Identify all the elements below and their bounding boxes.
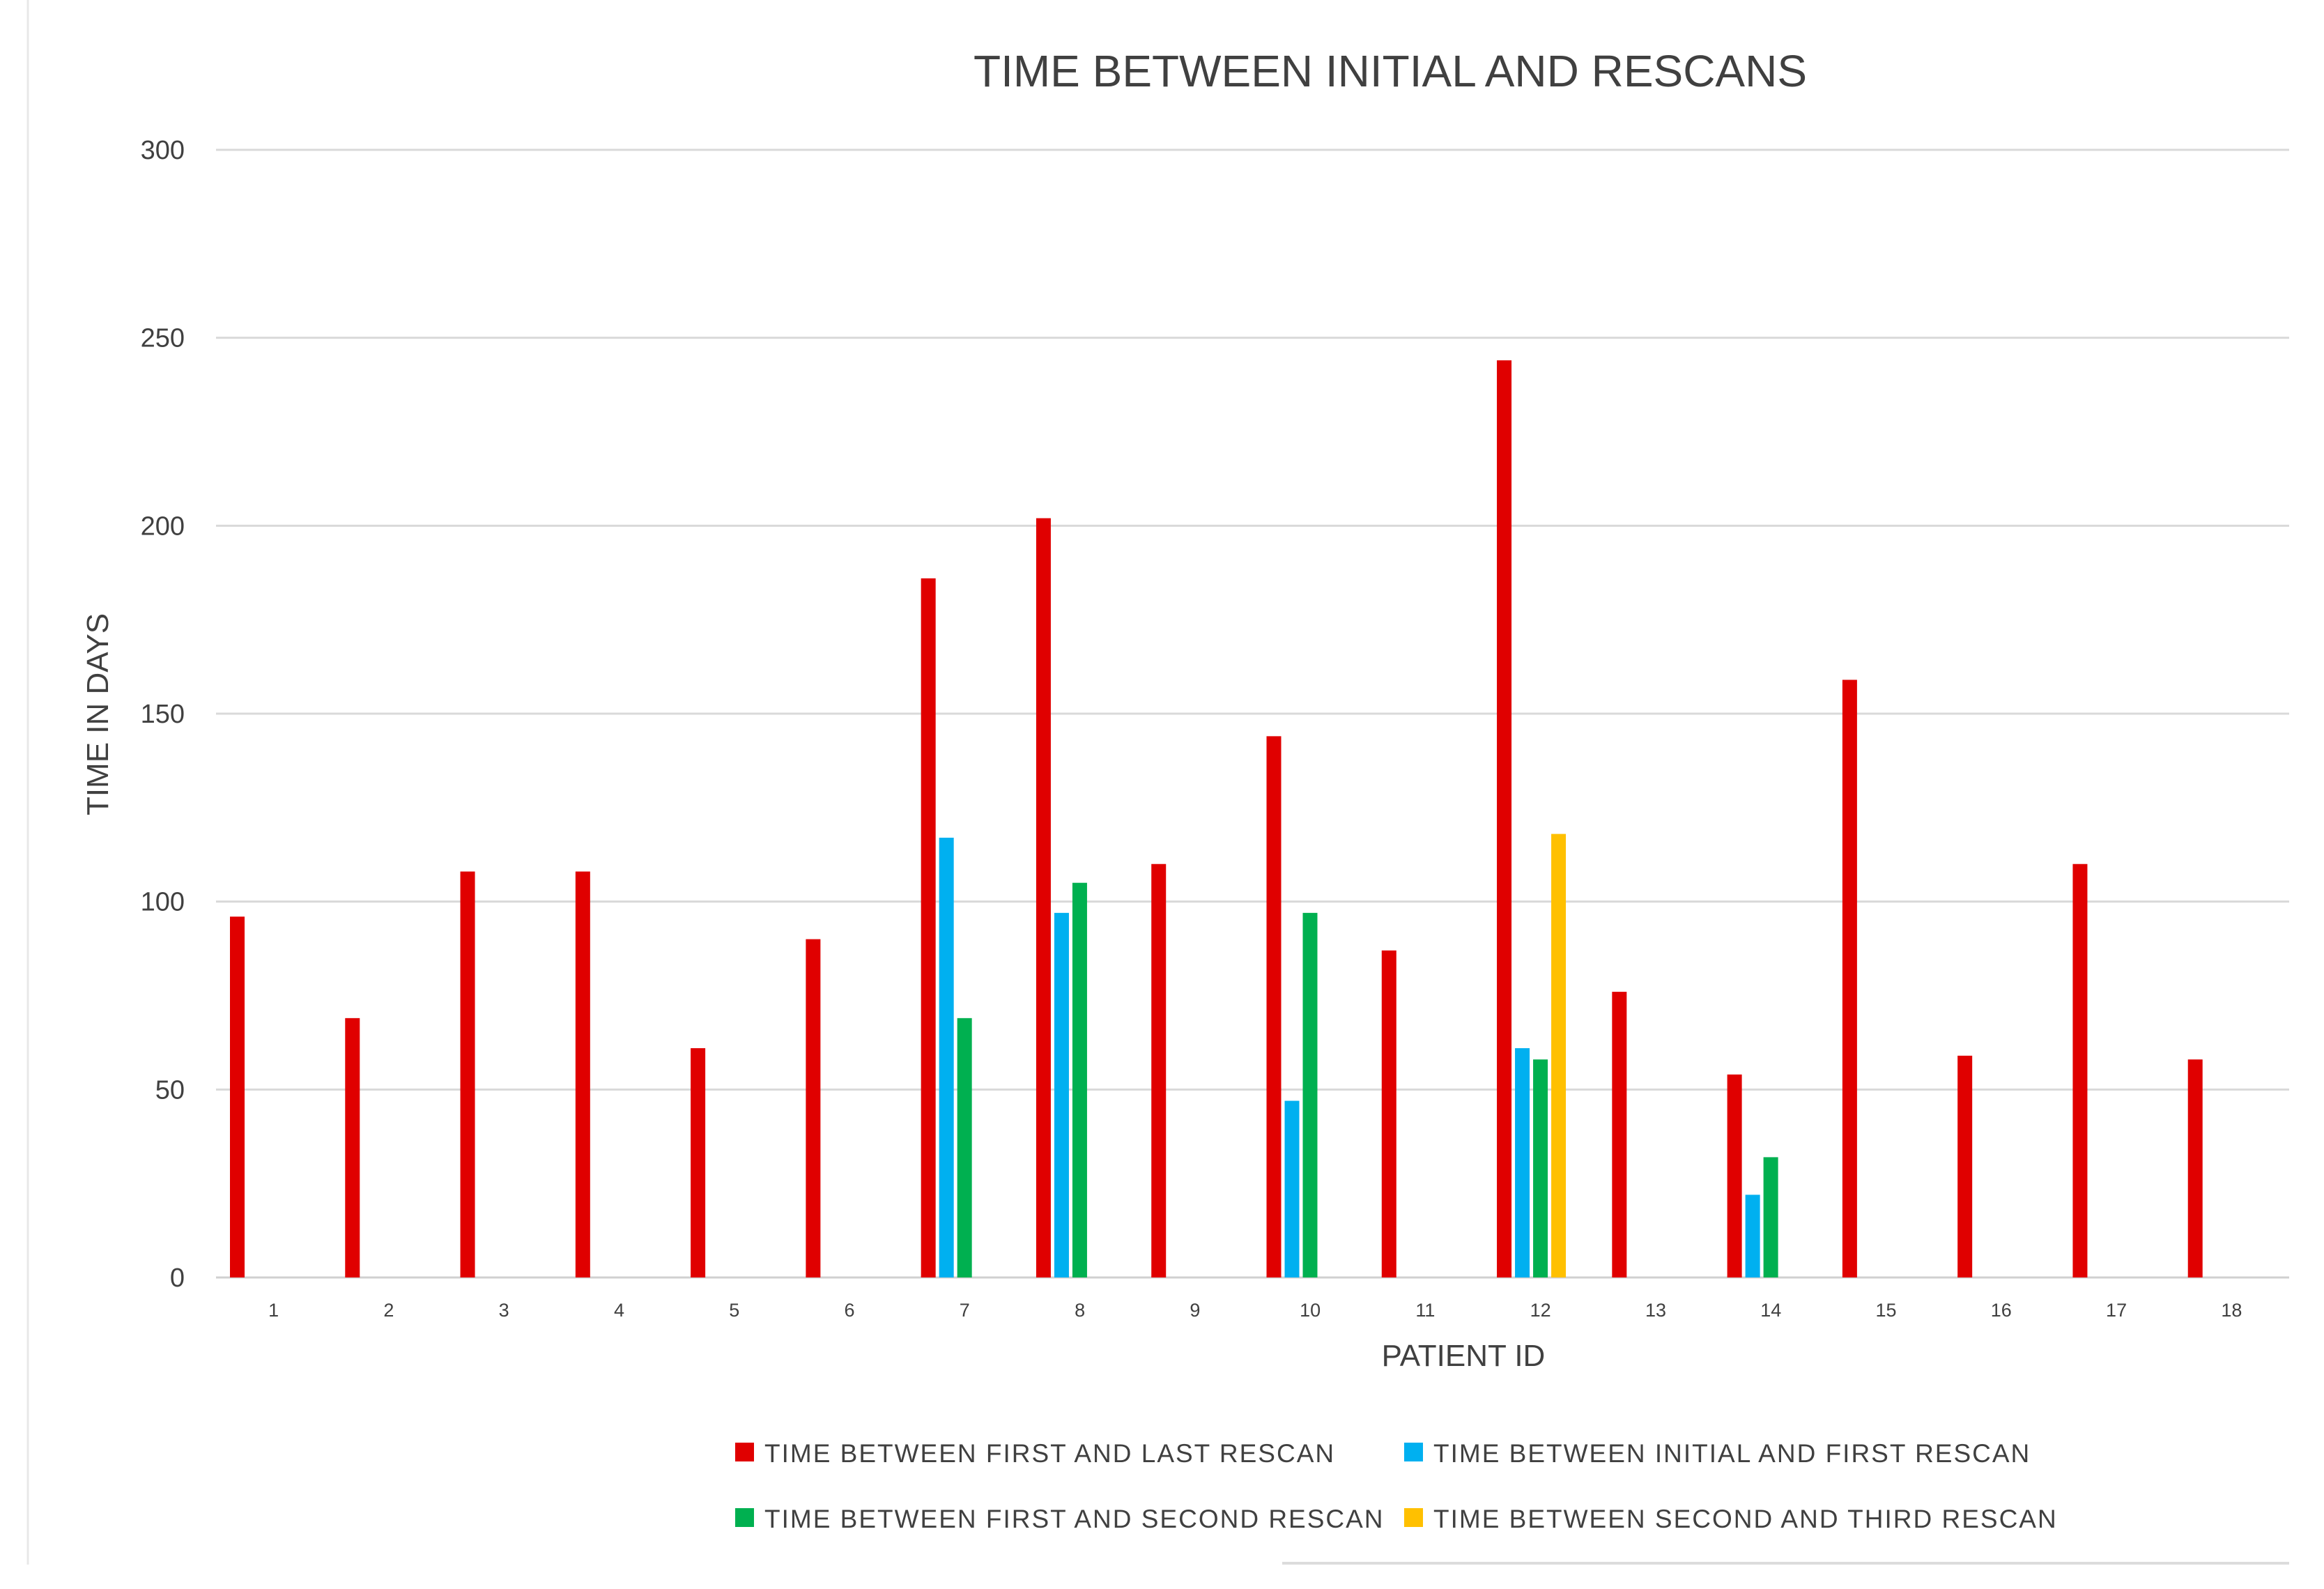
- x-tick-label: 11: [1415, 1300, 1435, 1321]
- x-tick-label: 18: [2221, 1300, 2242, 1321]
- bar: [1957, 1055, 1973, 1277]
- legend-swatch: [1404, 1508, 1423, 1527]
- bar: [1551, 834, 1567, 1277]
- legend-label: TIME BETWEEN INITIAL AND FIRST RESCAN: [1433, 1439, 2031, 1468]
- bar: [1763, 1157, 1778, 1277]
- bars: [230, 360, 2203, 1278]
- x-tick-label: 2: [383, 1300, 394, 1321]
- legend-swatch: [735, 1508, 754, 1527]
- bar: [1745, 1195, 1760, 1277]
- bar: [1612, 992, 1627, 1277]
- x-tick-label: 12: [1530, 1300, 1551, 1321]
- bar: [691, 1048, 706, 1277]
- bar: [1515, 1048, 1530, 1277]
- bar: [1727, 1074, 1742, 1277]
- legend-label: TIME BETWEEN SECOND AND THIRD RESCAN: [1433, 1505, 2058, 1533]
- legend-swatch: [735, 1443, 754, 1461]
- bar: [1302, 912, 1318, 1277]
- bar: [575, 871, 590, 1277]
- bar: [1266, 736, 1282, 1277]
- x-tick-label: 15: [1876, 1300, 1897, 1321]
- chart-title: TIME BETWEEN INITIAL AND RESCANS: [974, 46, 1807, 96]
- x-tick-label: 10: [1300, 1300, 1321, 1321]
- y-axis-ticks: 0 50 100 150 200 250 300: [141, 136, 185, 1293]
- x-axis-ticks: 1 2 3 4 5 6 7 8 9 10 11 12 13 14 15 16 17 18: [268, 1300, 2242, 1321]
- bar: [1054, 912, 1069, 1277]
- x-tick-label: 17: [2106, 1300, 2127, 1321]
- x-axis-title: PATIENT ID: [1382, 1339, 1546, 1373]
- y-axis-title: TIME IN DAYS: [81, 613, 115, 815]
- x-tick-label: 1: [268, 1300, 279, 1321]
- y-tick-label: 50: [155, 1075, 185, 1105]
- y-tick-label: 250: [141, 324, 185, 353]
- y-tick-label: 200: [141, 512, 185, 541]
- bar: [1381, 950, 1396, 1277]
- bar: [1533, 1059, 1548, 1277]
- bar: [957, 1018, 972, 1277]
- bar: [1497, 360, 1512, 1278]
- x-tick-label: 16: [1991, 1300, 2012, 1321]
- y-tick-label: 100: [141, 888, 185, 917]
- bar: [2072, 863, 2088, 1277]
- bar: [806, 939, 821, 1277]
- bar: [1072, 882, 1087, 1277]
- bar: [1036, 518, 1051, 1278]
- x-tick-label: 8: [1075, 1300, 1085, 1321]
- x-tick-label: 6: [845, 1300, 855, 1321]
- x-tick-label: 9: [1190, 1300, 1200, 1321]
- y-tick-label: 0: [170, 1264, 185, 1293]
- x-tick-label: 5: [729, 1300, 739, 1321]
- x-tick-label: 13: [1645, 1300, 1666, 1321]
- y-tick-label: 300: [141, 136, 185, 165]
- bar: [921, 578, 936, 1277]
- bar: [345, 1018, 360, 1277]
- gridlines: [216, 148, 2289, 1279]
- legend-label: TIME BETWEEN FIRST AND SECOND RESCAN: [764, 1505, 1385, 1533]
- bar: [460, 871, 475, 1277]
- legend-label: TIME BETWEEN FIRST AND LAST RESCAN: [764, 1439, 1335, 1468]
- x-tick-label: 3: [499, 1300, 509, 1321]
- x-tick-label: 4: [614, 1300, 624, 1321]
- x-tick-label: 14: [1760, 1300, 1781, 1321]
- bar: [230, 916, 245, 1277]
- x-tick-label: 7: [960, 1300, 970, 1321]
- bar: [1151, 863, 1167, 1277]
- bar: [1284, 1100, 1300, 1277]
- legend: TIME BETWEEN FIRST AND LAST RESCAN TIME B…: [735, 1439, 2058, 1533]
- bar: [939, 837, 954, 1277]
- bar: [1842, 680, 1857, 1277]
- bar: [2187, 1059, 2203, 1277]
- y-tick-label: 150: [141, 700, 185, 729]
- legend-swatch: [1404, 1443, 1423, 1461]
